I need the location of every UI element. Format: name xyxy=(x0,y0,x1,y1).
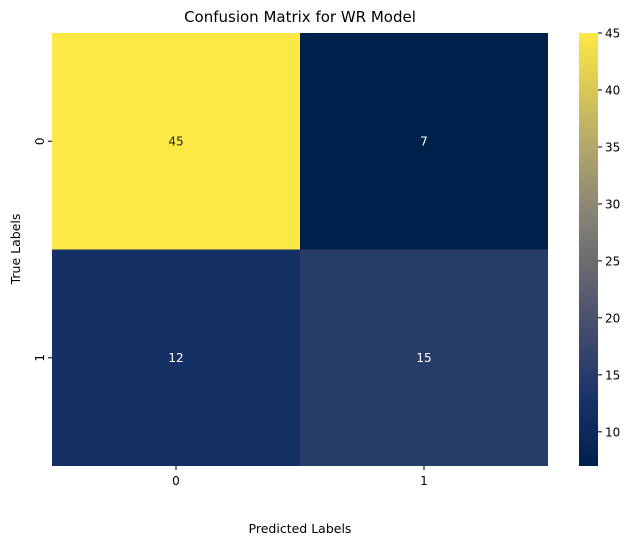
colorbar-tick-label: 10 xyxy=(605,425,620,439)
colorbar-tick-label: 45 xyxy=(605,27,620,41)
colorbar-tick-label: 25 xyxy=(605,254,620,268)
colorbar-ticks: 10 15 20 25 30 35 40 45 xyxy=(598,27,620,439)
chart-title: Confusion Matrix for WR Model xyxy=(184,8,416,26)
heatmap-cell xyxy=(300,249,548,466)
heatmap-cell xyxy=(300,33,548,250)
colorbar-tick-label: 35 xyxy=(605,140,620,154)
y-tick-label: 0 xyxy=(33,137,47,145)
colorbar xyxy=(579,33,598,466)
x-axis-label: Predicted Labels xyxy=(249,521,352,536)
y-axis-ticks: 01 xyxy=(33,137,52,362)
cell-value-label: 15 xyxy=(416,351,431,365)
colorbar-tick-label: 15 xyxy=(605,368,620,382)
y-tick-label: 1 xyxy=(33,354,47,362)
x-tick-label: 0 xyxy=(172,474,180,488)
heatmap-cell-labels: 45 7 12 15 xyxy=(168,134,431,365)
heatmap-cell xyxy=(52,33,300,250)
heatmap-cells xyxy=(52,33,548,466)
cell-value-label: 7 xyxy=(420,134,428,148)
colorbar-tick-label: 30 xyxy=(605,197,620,211)
cell-value-label: 12 xyxy=(168,351,183,365)
cell-value-label: 45 xyxy=(168,134,183,148)
x-tick-label: 1 xyxy=(420,474,428,488)
heatmap-cell xyxy=(52,249,300,466)
colorbar-tick-label: 20 xyxy=(605,311,620,325)
y-axis-label: True Labels xyxy=(8,214,23,286)
colorbar-tick-label: 40 xyxy=(605,83,620,97)
